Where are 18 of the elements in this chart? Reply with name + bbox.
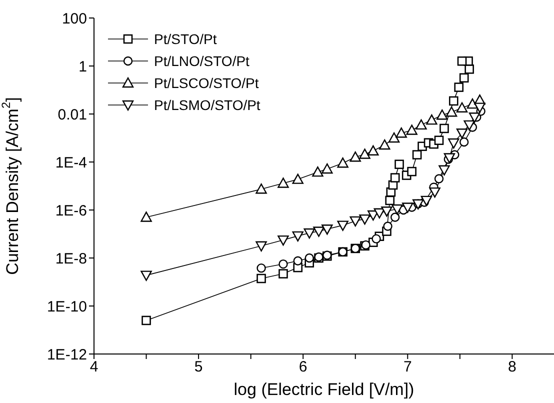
x-tick-label: 5 (194, 358, 203, 376)
x-tick-label: 6 (298, 358, 308, 376)
y-tick-label: 1E-6 (55, 202, 87, 220)
legend-label: Pt/LSCO/STO/Pt (154, 74, 259, 93)
y-tick-label: 0.01 (58, 106, 87, 124)
y-tick-label: 100 (62, 10, 87, 28)
y-tick-label: 1E-12 (46, 346, 87, 364)
y-tick-label: 1 (78, 58, 87, 76)
x-axis-title: log (Electric Field [V/m]) (234, 380, 414, 399)
legend-label: Pt/STO/Pt (154, 30, 217, 49)
x-tick-label: 8 (508, 358, 516, 376)
x-tick-label: 7 (403, 358, 412, 376)
x-tick-label: 4 (90, 358, 98, 376)
y-tick-label: 1E-10 (46, 298, 87, 316)
y-tick-label: 1E-8 (55, 250, 87, 268)
y-tick-label: 1E-4 (55, 154, 87, 172)
legend-label: Pt/LSMO/STO/Pt (154, 96, 260, 115)
legend-label: Pt/LNO/STO/Pt (154, 52, 250, 71)
